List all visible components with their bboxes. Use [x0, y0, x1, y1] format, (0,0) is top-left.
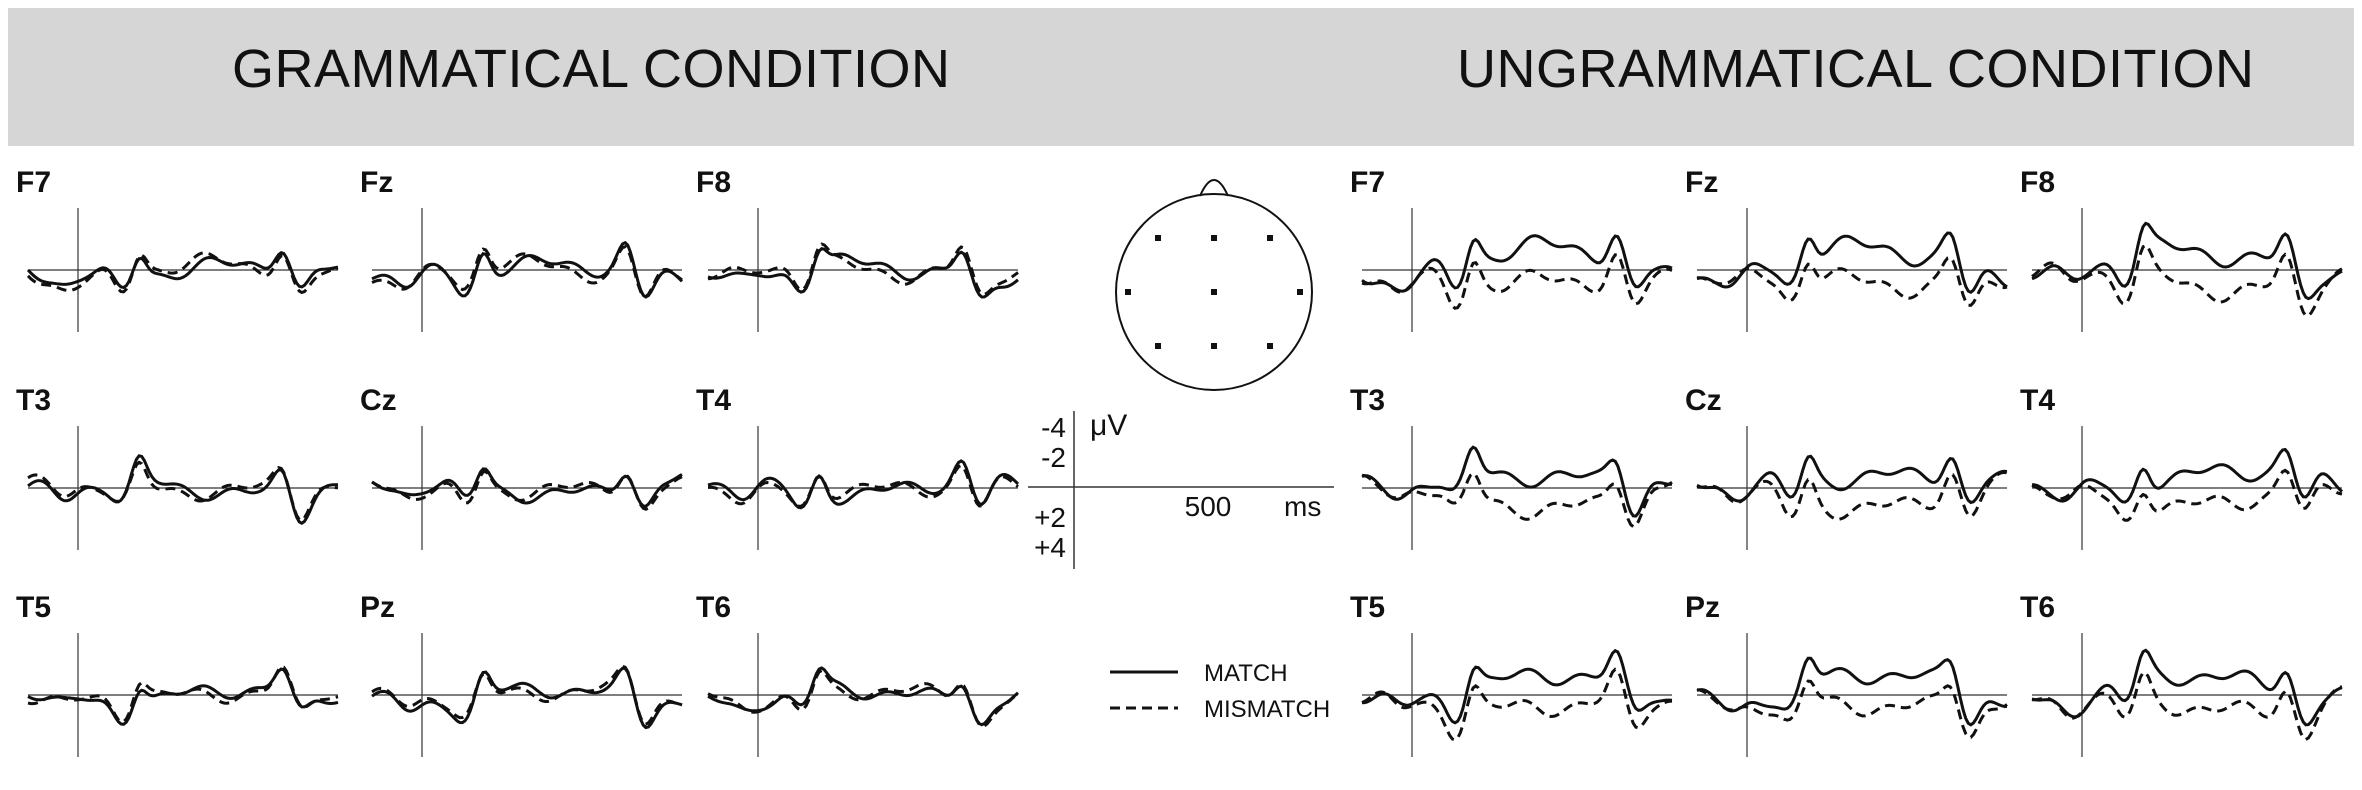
legend: MATCH MISMATCH	[1110, 660, 1330, 723]
mismatch-trace	[2031, 671, 2343, 742]
mismatch-trace	[27, 460, 339, 522]
match-trace	[2031, 447, 2344, 504]
panel-grammatical-f8: F8	[696, 166, 1019, 332]
match-trace	[371, 240, 684, 299]
match-trace	[2031, 648, 2343, 727]
mismatch-trace	[1361, 253, 1673, 310]
electrode-label: Fz	[360, 166, 393, 199]
legend-label-mismatch: MISMATCH	[1204, 696, 1330, 723]
electrode-site-dot	[1125, 289, 1131, 295]
mismatch-trace	[707, 668, 1019, 728]
panel-ungrammatical-f8: F8	[2020, 166, 2343, 332]
panel-grammatical-pz: Pz	[360, 591, 683, 757]
amplitude-tick-label: +4	[1034, 532, 1066, 563]
time-unit-label: ms	[1284, 491, 1321, 522]
match-trace	[707, 666, 1019, 727]
mismatch-trace	[2031, 243, 2343, 318]
mismatch-trace	[707, 463, 1019, 508]
panel-ungrammatical-t6: T6	[2020, 591, 2343, 757]
electrode-label: Pz	[1685, 591, 1720, 624]
match-trace	[1696, 656, 2008, 727]
electrode-label: T6	[2020, 591, 2055, 624]
match-trace	[27, 667, 339, 726]
mismatch-trace	[1696, 470, 2008, 521]
electrode-label: Cz	[360, 384, 397, 417]
mismatch-trace	[707, 242, 1019, 296]
legend-label-match: MATCH	[1204, 660, 1288, 687]
mismatch-trace	[371, 664, 683, 726]
mismatch-trace	[27, 665, 339, 724]
match-trace	[1361, 234, 1673, 293]
amplitude-unit-label: μV	[1090, 409, 1127, 442]
electrode-label: Cz	[1685, 384, 1722, 417]
match-trace	[1696, 454, 2008, 505]
match-trace	[2031, 221, 2343, 301]
header-banner	[8, 8, 2354, 146]
panel-ungrammatical-cz: Cz	[1685, 384, 2008, 550]
scalp-electrode-map	[1115, 179, 1313, 391]
electrode-label: T4	[2020, 384, 2055, 417]
panel-ungrammatical-t5: T5	[1350, 591, 1673, 757]
match-trace	[707, 247, 1019, 299]
amplitude-tick-label: +2	[1034, 502, 1066, 533]
mismatch-trace	[371, 244, 683, 299]
electrode-label: T5	[16, 591, 51, 624]
ungrammatical-condition-title: UNGRAMMATICAL CONDITION	[1457, 39, 2255, 99]
electrode-label: T4	[696, 384, 731, 417]
panel-grammatical-fz: Fz	[360, 166, 684, 332]
electrode-label: T6	[696, 591, 731, 624]
panel-grammatical-f7: F7	[16, 166, 339, 332]
mismatch-trace	[1361, 667, 1673, 742]
electrode-site-dot	[1155, 343, 1161, 349]
match-trace	[707, 459, 1020, 510]
nose-mark	[1199, 179, 1229, 197]
electrode-label: F8	[2020, 166, 2055, 199]
electrode-site-dot	[1211, 343, 1217, 349]
grammatical-condition-title: GRAMMATICAL CONDITION	[232, 39, 951, 99]
electrode-site-dot	[1267, 343, 1273, 349]
match-trace	[1361, 445, 1673, 518]
electrode-site-dot	[1155, 235, 1161, 241]
head-outline	[1115, 193, 1313, 391]
electrode-label: F7	[1350, 166, 1385, 199]
panel-ungrammatical-f7: F7	[1350, 166, 1673, 332]
electrode-label: F7	[16, 166, 51, 199]
panel-ungrammatical-fz: Fz	[1685, 166, 2008, 332]
panel-ungrammatical-t3: T3	[1350, 384, 1673, 550]
scale-bar: -4-2 +2+4 μV 500 ms	[1028, 409, 1334, 569]
match-trace	[27, 454, 338, 525]
electrode-label: T3	[16, 384, 51, 417]
electrode-label: T5	[1350, 591, 1385, 624]
panel-grammatical-t3: T3	[16, 384, 339, 550]
match-trace	[1696, 231, 2008, 295]
panel-grammatical-t4: T4	[696, 384, 1020, 550]
time-tick-label: 500	[1185, 491, 1232, 522]
match-trace	[26, 251, 339, 290]
mismatch-trace	[371, 469, 683, 511]
electrode-label: Pz	[360, 591, 395, 624]
electrode-site-dot	[1211, 289, 1217, 295]
panel-grammatical-t6: T6	[696, 591, 1019, 757]
electrode-site-dot	[1297, 289, 1303, 295]
panel-ungrammatical-t4: T4	[2020, 384, 2344, 550]
amplitude-tick-label: -4	[1041, 412, 1066, 443]
electrode-site-dot	[1267, 235, 1273, 241]
amplitude-tick-label: -2	[1041, 442, 1066, 473]
mismatch-trace	[1696, 679, 2008, 739]
match-trace	[1361, 648, 1673, 725]
panel-ungrammatical-pz: Pz	[1685, 591, 2008, 757]
mismatch-trace	[1361, 471, 1673, 529]
mismatch-trace	[26, 251, 339, 295]
panel-grammatical-t5: T5	[16, 591, 339, 757]
electrode-label: T3	[1350, 384, 1385, 417]
panel-grammatical-cz: Cz	[360, 384, 683, 550]
electrode-label: Fz	[1685, 166, 1718, 199]
electrode-label: F8	[696, 166, 731, 199]
electrode-site-dot	[1211, 235, 1217, 241]
match-trace	[371, 666, 683, 730]
mismatch-trace	[1697, 255, 2008, 307]
